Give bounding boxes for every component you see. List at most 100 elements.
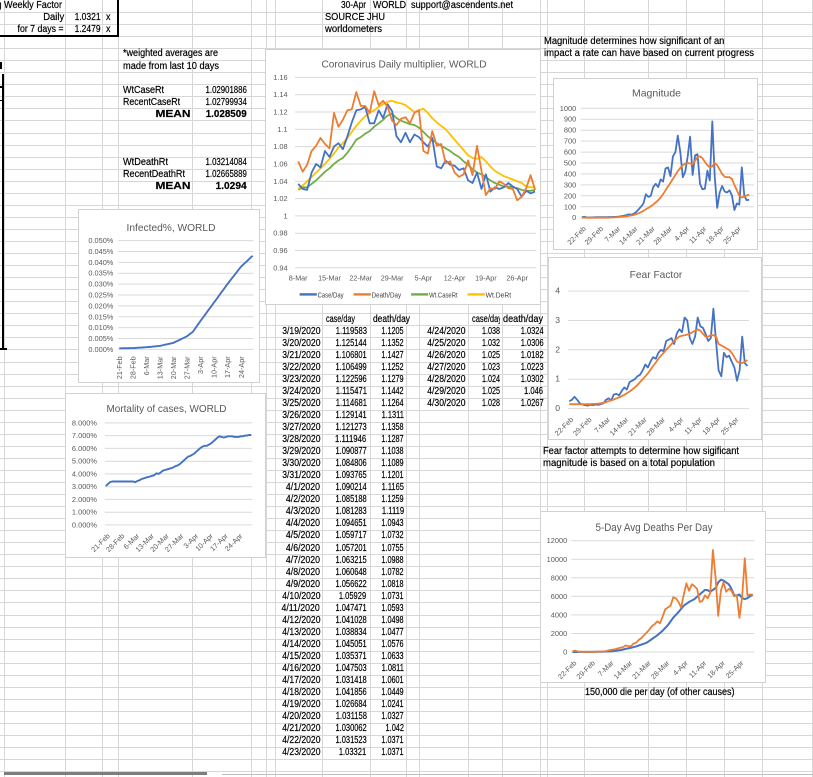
- svg-text:14-Mar: 14-Mar: [611, 658, 634, 681]
- svg-text:0.015%: 0.015%: [88, 312, 113, 321]
- svg-text:22-Feb: 22-Feb: [556, 658, 578, 680]
- svg-text:700: 700: [564, 137, 576, 146]
- svg-text:0: 0: [572, 214, 576, 223]
- svg-text:25-Apr: 25-Apr: [721, 224, 743, 246]
- svg-text:26-Apr: 26-Apr: [507, 274, 529, 283]
- svg-text:0: 0: [555, 403, 560, 413]
- svg-text:800: 800: [564, 126, 576, 135]
- svg-text:Death/Day: Death/Day: [372, 291, 402, 300]
- svg-text:5-Apr: 5-Apr: [415, 274, 433, 283]
- svg-text:Wt.DeRt: Wt.DeRt: [486, 291, 512, 300]
- svg-text:8.000%: 8.000%: [71, 418, 96, 427]
- svg-text:29-Feb: 29-Feb: [571, 415, 593, 437]
- svg-text:0.005%: 0.005%: [88, 334, 113, 343]
- svg-text:28-Mar: 28-Mar: [652, 224, 675, 247]
- svg-text:0.030%: 0.030%: [88, 280, 113, 289]
- svg-text:4000: 4000: [551, 610, 567, 619]
- svg-text:0.98: 0.98: [274, 229, 288, 238]
- svg-text:21-Mar: 21-Mar: [626, 414, 649, 437]
- svg-text:5.000%: 5.000%: [71, 457, 96, 466]
- svg-text:29-Mar: 29-Mar: [381, 274, 404, 283]
- svg-text:Wt.CaseRt: Wt.CaseRt: [429, 291, 458, 300]
- svg-text:1.08: 1.08: [274, 142, 288, 151]
- svg-text:2000: 2000: [551, 629, 567, 638]
- svg-text:6000: 6000: [551, 591, 567, 600]
- svg-text:0: 0: [563, 647, 567, 656]
- svg-text:22-Mar: 22-Mar: [350, 274, 373, 283]
- svg-text:28-Feb: 28-Feb: [128, 357, 137, 380]
- svg-text:6-Mar: 6-Mar: [142, 356, 151, 375]
- svg-text:0.050%: 0.050%: [88, 236, 113, 245]
- svg-text:400: 400: [564, 170, 576, 179]
- svg-text:0.94: 0.94: [274, 264, 288, 273]
- svg-text:12000: 12000: [546, 536, 567, 545]
- svg-text:11-Apr: 11-Apr: [682, 414, 704, 436]
- svg-text:8000: 8000: [551, 573, 567, 582]
- svg-text:Mortality of cases, WORLD: Mortality of cases, WORLD: [106, 404, 226, 415]
- svg-text:25-Apr: 25-Apr: [719, 414, 741, 436]
- svg-text:1.14: 1.14: [274, 91, 288, 100]
- svg-text:0.96: 0.96: [274, 246, 288, 255]
- svg-text:Magnitude: Magnitude: [632, 88, 681, 100]
- svg-text:0.045%: 0.045%: [88, 247, 113, 256]
- svg-text:20-Mar: 20-Mar: [169, 356, 178, 379]
- svg-text:0.035%: 0.035%: [88, 269, 113, 278]
- svg-text:12-Apr: 12-Apr: [444, 274, 466, 283]
- svg-text:Coronavirus Daily multiplier,: Coronavirus Daily multiplier, WORLD: [322, 60, 487, 71]
- svg-text:0.010%: 0.010%: [88, 323, 113, 332]
- svg-text:4: 4: [555, 285, 560, 295]
- svg-text:25-Apr: 25-Apr: [723, 658, 745, 680]
- svg-text:1.1: 1.1: [278, 125, 288, 134]
- svg-text:29-Feb: 29-Feb: [583, 225, 605, 247]
- svg-text:900: 900: [564, 115, 576, 124]
- svg-text:22-Feb: 22-Feb: [553, 415, 575, 437]
- svg-text:1.000%: 1.000%: [71, 508, 96, 517]
- svg-text:200: 200: [564, 192, 576, 201]
- svg-text:6.000%: 6.000%: [71, 444, 96, 453]
- svg-text:1.02: 1.02: [274, 194, 288, 203]
- svg-text:0.000%: 0.000%: [88, 345, 113, 354]
- svg-text:15-Mar: 15-Mar: [319, 274, 342, 283]
- svg-text:24-Apr: 24-Apr: [236, 356, 245, 378]
- svg-text:1: 1: [555, 373, 560, 383]
- svg-text:1.16: 1.16: [274, 73, 288, 82]
- svg-text:18-Apr: 18-Apr: [704, 224, 726, 246]
- svg-text:17-Apr: 17-Apr: [223, 356, 232, 378]
- svg-text:1: 1: [284, 212, 288, 221]
- svg-text:27-Mar: 27-Mar: [182, 356, 191, 379]
- svg-text:28-Mar: 28-Mar: [649, 658, 672, 681]
- svg-text:10000: 10000: [546, 554, 567, 563]
- svg-text:1.12: 1.12: [274, 108, 288, 117]
- svg-text:2.000%: 2.000%: [71, 495, 96, 504]
- svg-text:21-Mar: 21-Mar: [630, 658, 653, 681]
- svg-text:Fear Factor: Fear Factor: [630, 270, 683, 281]
- svg-text:0.000%: 0.000%: [71, 520, 96, 529]
- svg-text:3.000%: 3.000%: [71, 482, 96, 491]
- svg-text:28-Mar: 28-Mar: [644, 414, 667, 437]
- svg-text:18-Apr: 18-Apr: [705, 658, 727, 680]
- svg-text:0.020%: 0.020%: [88, 302, 113, 311]
- svg-text:11-Apr: 11-Apr: [687, 658, 709, 680]
- svg-text:1000: 1000: [560, 104, 576, 113]
- svg-text:1.04: 1.04: [274, 177, 288, 186]
- svg-text:2: 2: [555, 344, 560, 354]
- svg-text:21-Feb: 21-Feb: [115, 357, 124, 380]
- svg-text:3: 3: [555, 315, 560, 325]
- svg-text:1.06: 1.06: [274, 160, 288, 169]
- svg-text:14-Mar: 14-Mar: [608, 414, 631, 437]
- svg-text:13-Mar: 13-Mar: [155, 356, 164, 379]
- svg-text:10-Apr: 10-Apr: [209, 356, 218, 378]
- svg-text:500: 500: [564, 159, 576, 168]
- svg-text:Infected%, WORLD: Infected%, WORLD: [126, 223, 215, 234]
- svg-text:5-Day Avg Deaths Per Day: 5-Day Avg Deaths Per Day: [595, 522, 712, 534]
- svg-text:100: 100: [564, 203, 576, 212]
- svg-text:29-Feb: 29-Feb: [574, 658, 596, 680]
- svg-text:600: 600: [564, 148, 576, 157]
- svg-text:7.000%: 7.000%: [71, 431, 96, 440]
- svg-text:3-Apr: 3-Apr: [196, 356, 205, 374]
- svg-text:0.040%: 0.040%: [88, 258, 113, 267]
- svg-text:300: 300: [564, 181, 576, 190]
- svg-text:0.025%: 0.025%: [88, 291, 113, 300]
- svg-text:Case/Day: Case/Day: [318, 291, 344, 300]
- svg-text:8-Mar: 8-Mar: [289, 274, 308, 283]
